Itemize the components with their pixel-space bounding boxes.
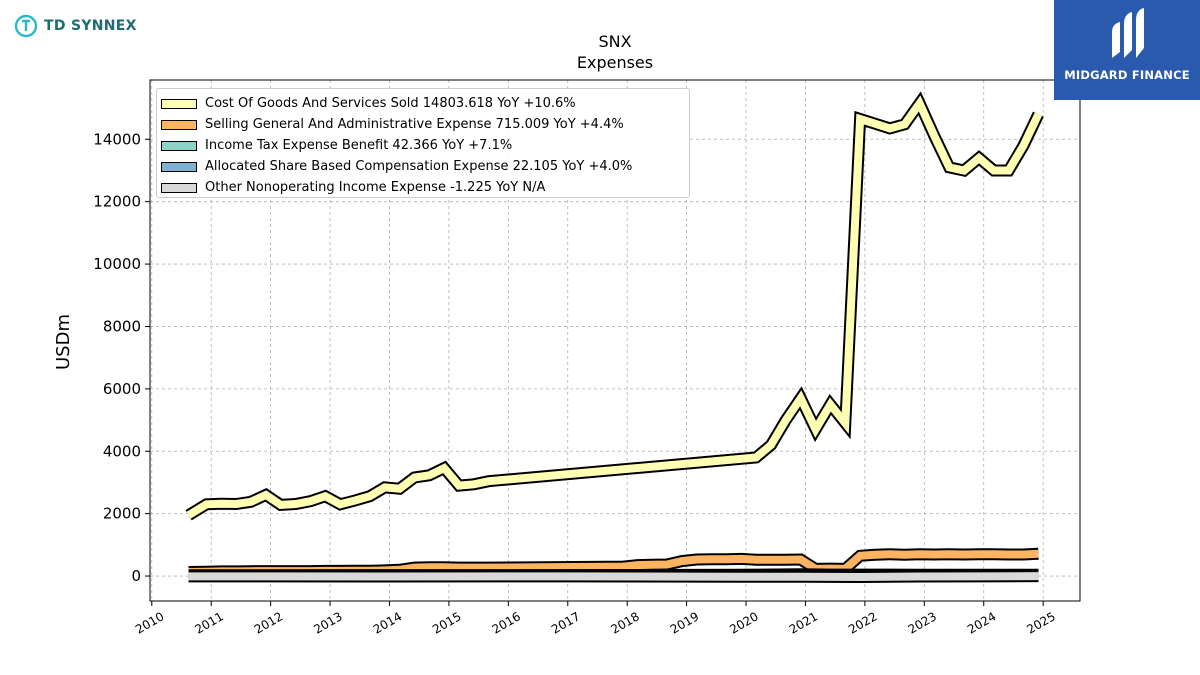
midgard-finance-logo: MIDGARD FINANCE [1054, 0, 1200, 100]
x-tick-label: 2019 [668, 609, 701, 636]
chart-title: SNX [598, 32, 631, 51]
x-tick-label: 2015 [430, 609, 463, 636]
x-tick-label: 2013 [311, 609, 344, 636]
series-line-other-nonoperating-income-expense [188, 572, 1039, 582]
x-tick-label: 2010 [133, 609, 166, 636]
series-areas [185, 91, 1044, 584]
x-tick-label: 2025 [1024, 609, 1057, 636]
legend-item: Cost Of Goods And Services Sold 14803.61… [161, 93, 689, 114]
td-synnex-logo: TD SYNNEX [14, 14, 137, 38]
legend-item: Income Tax Expense Benefit 42.366 YoY +7… [161, 135, 689, 156]
x-tick-label: 2011 [192, 609, 225, 636]
x-tick-label: 2020 [727, 609, 760, 636]
y-tick-label: 2000 [103, 505, 141, 523]
y-axis-label: USDm [53, 314, 74, 370]
legend-swatch [161, 119, 197, 130]
chart-subtitle: Expenses [577, 53, 653, 72]
legend-label: Income Tax Expense Benefit 42.366 YoY +7… [205, 138, 513, 153]
midgard-finance-logo-icon [1112, 8, 1144, 58]
legend-label: Cost Of Goods And Services Sold 14803.61… [205, 96, 576, 111]
x-tick-label: 2016 [490, 609, 523, 636]
legend-swatch [161, 161, 197, 172]
midgard-finance-logo-text: MIDGARD FINANCE [1064, 68, 1190, 82]
x-tick-label: 2017 [549, 609, 582, 636]
x-tick-label: 2024 [965, 609, 998, 636]
legend-item: Allocated Share Based Compensation Expen… [161, 156, 689, 177]
legend-swatch [161, 98, 197, 109]
y-tick-label: 6000 [103, 380, 141, 398]
y-tick-label: 10000 [93, 255, 141, 273]
y-tick-label: 4000 [103, 442, 141, 460]
legend-label: Selling General And Administrative Expen… [205, 117, 624, 132]
plot-frame [149, 79, 1081, 602]
legend-swatch [161, 140, 197, 151]
x-tick-label: 2022 [846, 609, 879, 636]
x-tick-label: 2014 [371, 609, 404, 636]
x-tick-label: 2023 [906, 609, 939, 636]
x-tick-label: 2012 [252, 609, 285, 636]
td-synnex-logo-text: TD SYNNEX [44, 18, 137, 34]
legend-label: Other Nonoperating Income Expense -1.225… [205, 180, 546, 195]
y-tick-label: 14000 [93, 130, 141, 148]
series-line-cost-of-goods-and-services-sold [186, 95, 1043, 519]
x-tick-label: 2021 [787, 609, 820, 636]
legend-item: Other Nonoperating Income Expense -1.225… [161, 177, 689, 198]
axes: 2010 2011 2012 2013 2014 2015 2016 2017 2018 2019… [93, 130, 1058, 636]
legend-label: Allocated Share Based Compensation Expen… [205, 159, 633, 174]
y-tick-label: 0 [131, 567, 141, 585]
x-tick-label: 2018 [608, 609, 641, 636]
y-tick-label: 12000 [93, 193, 141, 211]
td-synnex-logo-icon [14, 14, 38, 38]
chart-legend: Cost Of Goods And Services Sold 14803.61… [156, 88, 690, 198]
legend-item: Selling General And Administrative Expen… [161, 114, 689, 135]
y-tick-label: 8000 [103, 317, 141, 335]
legend-swatch [161, 182, 197, 193]
